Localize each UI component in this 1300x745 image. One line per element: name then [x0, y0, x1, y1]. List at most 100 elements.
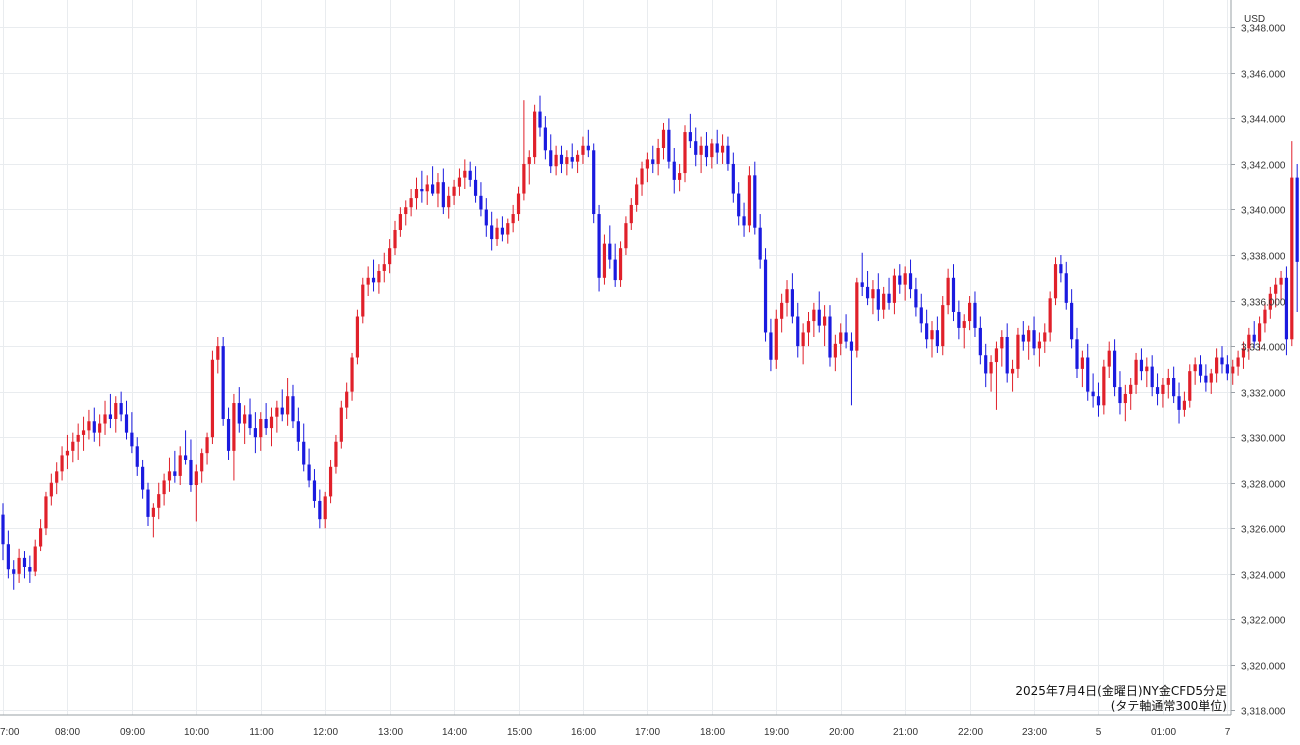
candle-body: [216, 346, 220, 360]
currency-label[interactable]: USD: [1244, 14, 1265, 25]
candle-body: [1161, 384, 1165, 394]
candle: [17, 548, 21, 583]
x-tick-label: 18:00: [700, 727, 725, 738]
candle: [1215, 348, 1219, 383]
candle: [495, 218, 499, 246]
candle-body: [339, 407, 343, 442]
candle-body: [823, 316, 827, 326]
price-axis[interactable]: 3,318.000 3,320.000 3,322.000 3,324.000 3,32…: [1231, 24, 1286, 718]
candle: [473, 166, 478, 203]
x-tick-label: 09:00: [120, 727, 145, 738]
time-axis[interactable]: 7:00 08:00 09:00 10:00 11:00 12:00 13:00 14:00 1…: [0, 727, 1231, 738]
candle-body: [554, 154, 558, 167]
y-tick-label: 3,344.000: [1241, 115, 1286, 126]
candle: [1005, 323, 1009, 383]
candle-body: [1295, 177, 1299, 262]
candle-body: [1102, 366, 1106, 406]
candle-body: [1, 514, 5, 545]
candle: [935, 316, 939, 353]
candle: [420, 170, 424, 203]
candle-body: [463, 170, 467, 178]
candle: [1247, 327, 1251, 360]
candle: [1172, 366, 1176, 404]
candle-body: [1193, 364, 1197, 372]
candle: [1000, 330, 1004, 367]
candle: [431, 166, 435, 196]
candle-body: [6, 544, 10, 570]
candle: [812, 302, 816, 338]
candle-body: [511, 214, 515, 224]
candle: [908, 259, 913, 299]
candle-body: [1064, 273, 1068, 303]
candle: [98, 414, 102, 447]
candle: [1123, 384, 1127, 422]
candle-body: [1059, 264, 1063, 274]
candle-body: [935, 330, 939, 347]
candle: [903, 266, 907, 301]
candle: [817, 291, 821, 333]
candle: [1274, 277, 1278, 308]
candle: [87, 409, 91, 440]
y-tick-label: 3,332.000: [1241, 389, 1286, 400]
candle-body: [431, 184, 435, 194]
candle-body: [253, 428, 257, 438]
candle-body: [248, 414, 252, 429]
candle-body: [355, 316, 360, 358]
candle-body: [1204, 375, 1208, 383]
candle-body: [747, 175, 752, 226]
candle: [103, 400, 107, 435]
candle-body: [484, 209, 488, 226]
candle-body: [941, 305, 945, 347]
candle: [796, 302, 800, 358]
candle-body: [479, 195, 483, 210]
candle-body: [178, 455, 182, 476]
candle: [608, 225, 612, 269]
candle-body: [1225, 364, 1229, 374]
candle-body: [22, 557, 27, 567]
candle-body: [12, 569, 16, 574]
candle-body: [860, 282, 864, 287]
candle: [1231, 359, 1235, 385]
candle: [661, 122, 666, 160]
candle-body: [575, 154, 580, 162]
candle-body: [694, 141, 698, 155]
candle-body: [146, 489, 150, 517]
candle-body: [817, 309, 821, 326]
candle-body: [640, 168, 644, 185]
candle-body: [1177, 396, 1181, 410]
candle-body: [1166, 377, 1170, 385]
candle: [210, 350, 215, 445]
candle-body: [194, 471, 198, 486]
candle-body: [119, 403, 123, 415]
candle: [618, 241, 623, 287]
candle: [586, 129, 590, 158]
candle-body: [559, 154, 564, 164]
candle-body: [382, 264, 386, 271]
candle: [839, 323, 843, 356]
candle: [447, 186, 451, 219]
candle: [1070, 289, 1074, 349]
candle-body: [790, 289, 794, 317]
candle-body: [221, 346, 225, 419]
candle-body: [157, 494, 161, 508]
candle-body: [635, 184, 639, 205]
candle: [672, 148, 676, 194]
candle: [135, 437, 139, 476]
candle: [108, 393, 112, 429]
candle: [1107, 341, 1111, 378]
candle-body: [683, 132, 687, 174]
candle-body: [361, 284, 365, 317]
candle: [962, 314, 966, 349]
candle: [38, 519, 43, 552]
candle-body: [1107, 350, 1111, 367]
candle-body: [608, 243, 612, 260]
candle-body: [420, 188, 424, 192]
candle: [1091, 373, 1095, 408]
candle: [876, 273, 880, 322]
candle: [1080, 350, 1084, 388]
candle: [463, 159, 467, 189]
y-tick-label: 3,346.000: [1241, 70, 1286, 81]
candle: [930, 321, 934, 358]
candle: [425, 175, 429, 205]
